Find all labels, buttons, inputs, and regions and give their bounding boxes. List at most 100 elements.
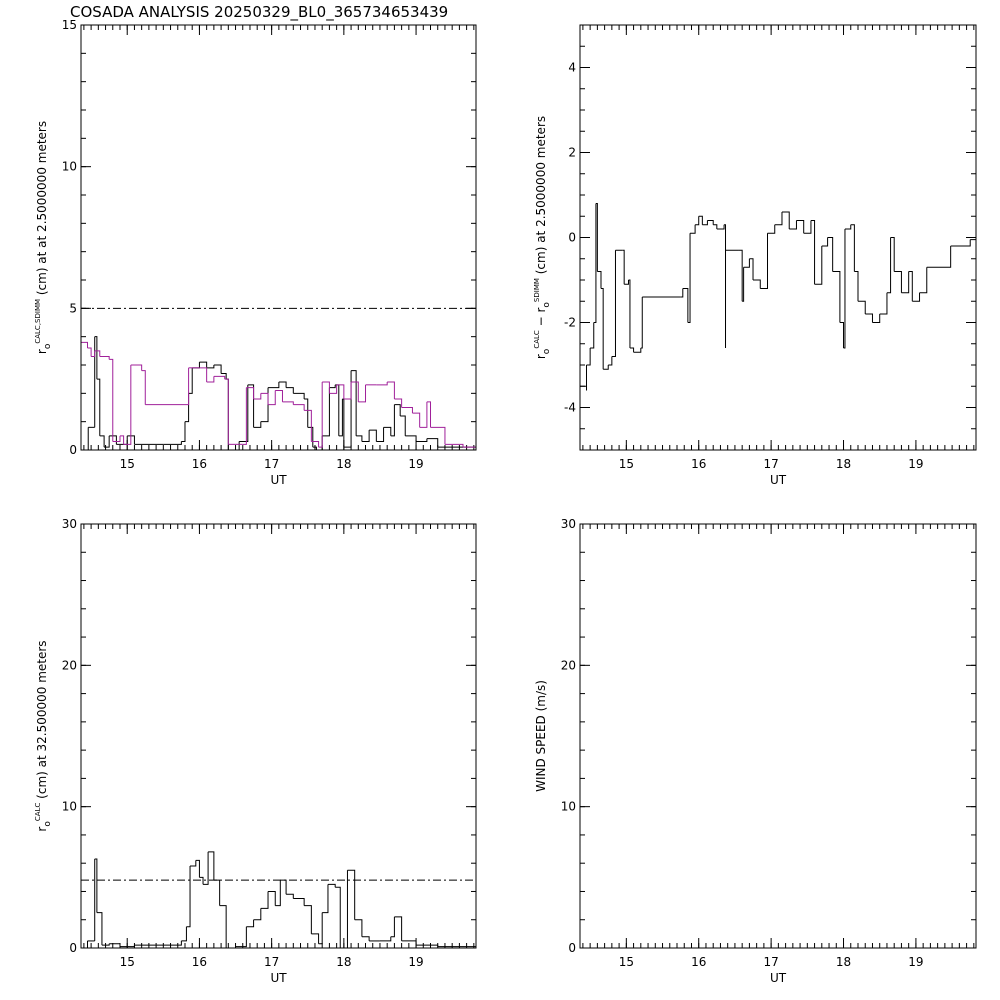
line-step: [640, 297, 643, 349]
x-tick-label: 15: [120, 955, 135, 969]
line-step: [760, 233, 769, 289]
line-step: [312, 446, 317, 450]
line-step: [383, 426, 392, 436]
line-step: [322, 884, 329, 914]
x-tick-label: 19: [408, 955, 423, 969]
y-axis-label-part: (cm) at 32.500000 meters: [35, 640, 49, 802]
line-step: [857, 300, 866, 314]
line-step: [293, 404, 305, 411]
line-step: [387, 381, 395, 399]
line-step: [713, 224, 718, 229]
x-tick-label: 17: [763, 955, 778, 969]
x-tick-label: 16: [192, 955, 207, 969]
y-axis-label: roCALC,SDIMM (cm) at at 2.5000000 meters: [34, 121, 53, 354]
line-step: [622, 249, 625, 285]
y-tick-label: 10: [62, 160, 77, 174]
line-step: [81, 341, 88, 348]
line-step: [280, 879, 287, 895]
y-axis-label-part: CALC,SDIMM: [34, 299, 42, 344]
y-tick-label: 2: [568, 146, 576, 160]
line-step: [213, 879, 221, 906]
line-step: [109, 358, 114, 442]
line-step: [119, 435, 125, 445]
y-axis-label-part: o: [542, 348, 552, 354]
line-step: [123, 365, 132, 445]
line-step: [199, 361, 208, 368]
x-tick-label: 18: [336, 955, 351, 969]
line-step: [901, 271, 910, 294]
y-axis-label: roCALC (cm) at 32.500000 meters: [34, 640, 53, 831]
line-step: [597, 271, 602, 289]
y-axis-label-part: (cm) at 2.5000000 meters: [534, 116, 548, 278]
y-axis-label-part: SDIMM: [533, 278, 541, 302]
line-step: [278, 381, 287, 388]
line-step: [593, 203, 597, 323]
line-step: [412, 412, 421, 428]
line-step: [329, 384, 338, 394]
line-step: [850, 224, 855, 272]
x-tick-label: 19: [408, 457, 423, 471]
line-step: [260, 392, 269, 405]
plot-frame: [579, 24, 977, 451]
y-axis-label: WIND SPEED (m/s): [534, 680, 548, 792]
line-step: [247, 384, 255, 428]
line-step: [322, 387, 330, 437]
line-step: [595, 203, 598, 272]
line-step: [628, 279, 631, 348]
line-step: [347, 869, 356, 920]
line-step: [343, 382, 352, 400]
line-step: [444, 443, 464, 448]
line-step: [184, 367, 190, 406]
x-tick-label: 16: [691, 457, 706, 471]
line-step: [127, 435, 135, 445]
line-step: [99, 435, 105, 448]
line-step: [203, 851, 209, 885]
x-tick-label: 17: [763, 457, 778, 471]
line-step: [181, 421, 186, 442]
x-tick-label: 16: [192, 457, 207, 471]
line-step: [894, 271, 902, 293]
line-step: [242, 387, 247, 445]
line-step: [682, 288, 689, 323]
line-step: [293, 392, 305, 399]
y-axis-label-part: (cm) at at 2.5000000 meters: [35, 121, 49, 299]
line-step: [190, 860, 197, 867]
line-step: [774, 212, 783, 226]
line-step: [286, 893, 294, 899]
line-step: [318, 382, 323, 448]
line-step: [181, 926, 187, 942]
line-step: [268, 390, 276, 406]
x-tick-label: 17: [264, 955, 279, 969]
line-step: [827, 237, 834, 272]
x-tick-label: 19: [908, 955, 923, 969]
line-step: [239, 384, 249, 442]
line-step: [91, 350, 96, 357]
line-step: [687, 233, 691, 323]
line-step: [235, 926, 247, 948]
plot-frame: [80, 24, 477, 451]
line-step: [208, 851, 215, 881]
line-step: [96, 378, 101, 436]
y-tick-label: 15: [62, 18, 77, 32]
line-step: [246, 919, 255, 928]
line-step: [329, 384, 336, 389]
y-tick-label: 30: [561, 517, 576, 531]
line-step: [199, 876, 204, 885]
line-step: [716, 224, 725, 230]
series: [580, 203, 977, 391]
line-step: [219, 905, 227, 948]
line-step: [919, 267, 928, 294]
y-tick-label: 10: [561, 800, 576, 814]
line-step: [624, 280, 630, 285]
line-step: [221, 373, 227, 380]
line-step: [814, 246, 823, 285]
plot-frame: [579, 523, 977, 949]
y-tick-label: 30: [62, 517, 77, 531]
line-step: [796, 220, 805, 234]
line-step: [253, 908, 262, 921]
line-step: [854, 271, 859, 302]
x-tick-label: 15: [120, 457, 135, 471]
line-step: [358, 384, 367, 403]
line-step: [948, 246, 952, 268]
